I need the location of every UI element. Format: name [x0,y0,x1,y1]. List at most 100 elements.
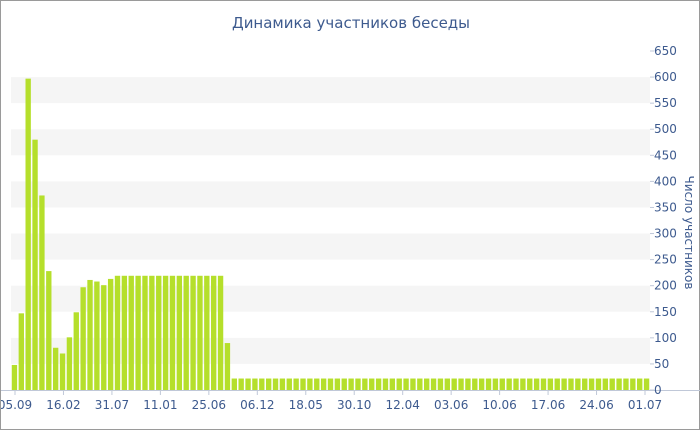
bar [547,378,554,390]
y-tick-label: 150 [654,305,677,319]
bar [575,378,581,390]
x-tick-label: 05.09 [1,398,32,412]
bar [430,378,437,390]
bar [272,378,279,390]
grid-bands [11,77,650,364]
bar [602,378,609,390]
x-tick-label: 30.10 [337,398,371,412]
bar [554,378,560,390]
x-tick-label: 16.02 [46,398,80,412]
bars [11,78,650,390]
bar [279,378,286,390]
x-tick-label: 18.05 [289,398,323,412]
grid-band [11,285,650,312]
x-tick-labels: 05.09 16.02 31.07 11.01 25.06 06.12 18.05 30.10… [1,398,662,412]
bar [582,378,588,390]
bar [176,275,183,390]
bar [499,378,505,390]
grid-band [11,181,650,208]
x-tick-label: 11.01 [143,398,177,412]
x-tick-label: 31.07 [95,398,129,412]
x-tick-label: 03.06 [434,398,468,412]
y-tick-label: 400 [654,174,677,188]
y-tick-label: 250 [654,253,677,267]
y-tick-label: 600 [654,70,677,84]
x-tick-label: 24.06 [579,398,613,412]
bar [382,378,389,390]
y-tick-marks [650,50,654,391]
bar [369,378,375,390]
bar [39,195,45,390]
bar [609,378,615,390]
bar [437,378,444,390]
bar [465,378,471,390]
bar [540,378,547,390]
y-axis-label: Число участников [682,176,696,290]
bar [18,313,24,390]
bar [265,378,272,390]
y-tick-label: 350 [654,200,677,214]
bar [630,378,636,390]
bar [211,275,217,390]
bar [588,378,595,390]
bar [238,378,244,390]
grid-band [11,337,650,364]
bar [101,285,107,390]
bar [25,78,31,390]
bar [527,378,533,390]
bar [286,378,292,390]
bar [190,275,196,390]
bar [314,378,320,390]
bar [362,378,368,390]
bar [520,378,526,390]
bar [217,275,224,390]
bar [348,378,354,390]
bar [162,275,169,390]
bar [375,378,382,390]
grid-band [11,129,650,156]
bar [87,279,93,390]
bar [334,378,341,390]
bar [135,275,141,390]
y-tick-label: 200 [654,279,677,293]
bar [80,287,86,390]
bar [197,275,203,390]
bar [52,347,59,390]
bar [149,275,155,390]
bar [300,378,306,390]
bar [424,378,430,390]
bar [327,378,334,390]
bar [156,275,162,390]
bar [231,378,237,390]
bar [204,275,210,390]
y-tick-label: 650 [654,44,677,58]
bar [259,378,265,390]
y-tick-label: 450 [654,148,677,162]
bar [492,378,499,390]
bar [293,378,299,390]
bar [114,275,121,390]
bar [73,312,79,390]
bar [410,378,416,390]
y-tick-labels: 0 50 100 150 200 250 300 350 400 450 500 550 600 650 [654,44,677,397]
bar [107,278,114,390]
y-tick-label: 550 [654,96,677,110]
bar [183,275,189,390]
bar [128,275,134,390]
bar [307,378,313,390]
y-tick-label: 300 [654,227,677,241]
chart-title: Динамика участников беседы [231,14,471,32]
bar [458,378,464,390]
grid-band [11,233,650,260]
bar [32,139,38,390]
bar [643,378,650,390]
bar [245,378,251,390]
bar [403,378,409,390]
bar [252,378,258,390]
bar [142,275,148,390]
bar [417,378,423,390]
bar [224,343,231,390]
bar [533,378,540,390]
